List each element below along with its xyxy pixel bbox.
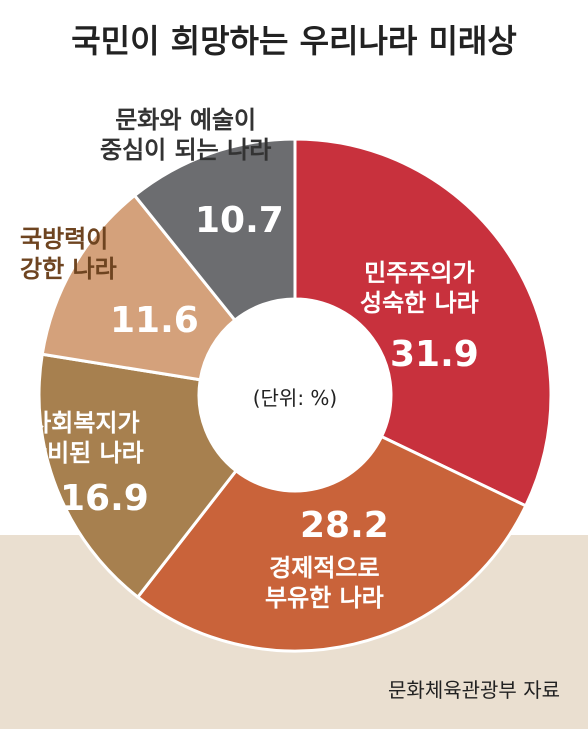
segment-label: 사회복지가 완비된 나라 xyxy=(25,409,144,467)
segment-label: 문화와 예술이 중심이 되는 나라 xyxy=(100,106,272,164)
unit-note: (단위: %) xyxy=(252,386,338,410)
value-label: 31.9 xyxy=(390,334,479,375)
value-label: 11.6 xyxy=(110,300,199,341)
segment-label: 민주주의가 성숙한 나라 xyxy=(360,259,479,317)
source: 문화체육관광부 자료 xyxy=(388,678,560,702)
chart-title: 국민이 희망하는 우리나라 미래상 xyxy=(71,22,517,60)
segment-label: 국방력이 강한 나라 xyxy=(20,225,117,283)
value-label: 10.7 xyxy=(195,200,284,241)
value-label: 16.9 xyxy=(60,478,149,519)
value-label: 28.2 xyxy=(300,505,389,546)
segment-label: 경제적으로 부유한 나라 xyxy=(265,554,384,612)
donut-hole xyxy=(199,299,391,491)
